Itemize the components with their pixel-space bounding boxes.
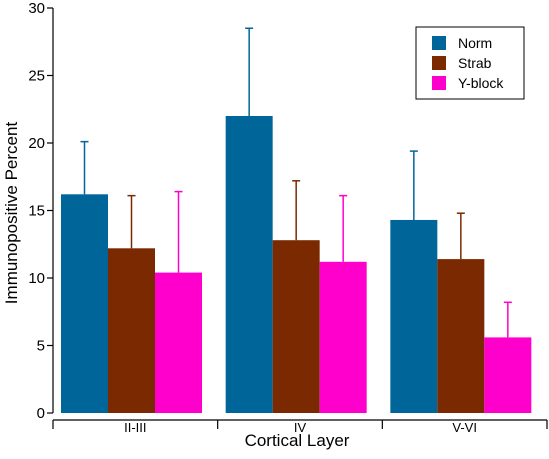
error-bars	[80, 27, 512, 338]
x-axis-label: Cortical Layer	[245, 431, 350, 450]
bar	[272, 240, 320, 413]
y-tick-label: 30	[28, 0, 45, 17]
bar	[225, 116, 273, 413]
y-tick-label: 10	[28, 270, 45, 287]
bar	[390, 219, 438, 413]
x-tick-label: II-III	[124, 420, 146, 435]
legend-swatch	[432, 56, 446, 70]
legend-swatch	[432, 76, 446, 90]
bar	[319, 261, 367, 413]
y-tick-label: 0	[37, 405, 45, 422]
bar	[484, 337, 532, 413]
y-tick-label: 20	[28, 135, 45, 152]
legend-label: Strab	[458, 55, 492, 71]
axes: 0 5 10 15 20 25 30 II-III IV V-VI	[28, 0, 548, 435]
x-tick-label: IV	[294, 420, 307, 435]
bar	[155, 272, 202, 413]
y-tick-label: 5	[37, 338, 45, 355]
bar	[108, 248, 155, 413]
bars	[61, 116, 532, 413]
x-tick-label: V-VI	[452, 420, 477, 435]
y-tick-label: 15	[28, 203, 45, 220]
bar	[437, 259, 485, 413]
legend-label: Y-block	[458, 75, 504, 91]
legend-swatch	[432, 36, 446, 50]
y-tick-label: 25	[28, 68, 45, 85]
legend-label: Norm	[458, 35, 492, 51]
y-axis-label: Immunopositive Percent	[2, 122, 21, 305]
bar	[61, 194, 108, 413]
legend: Norm Strab Y-block	[415, 26, 525, 100]
